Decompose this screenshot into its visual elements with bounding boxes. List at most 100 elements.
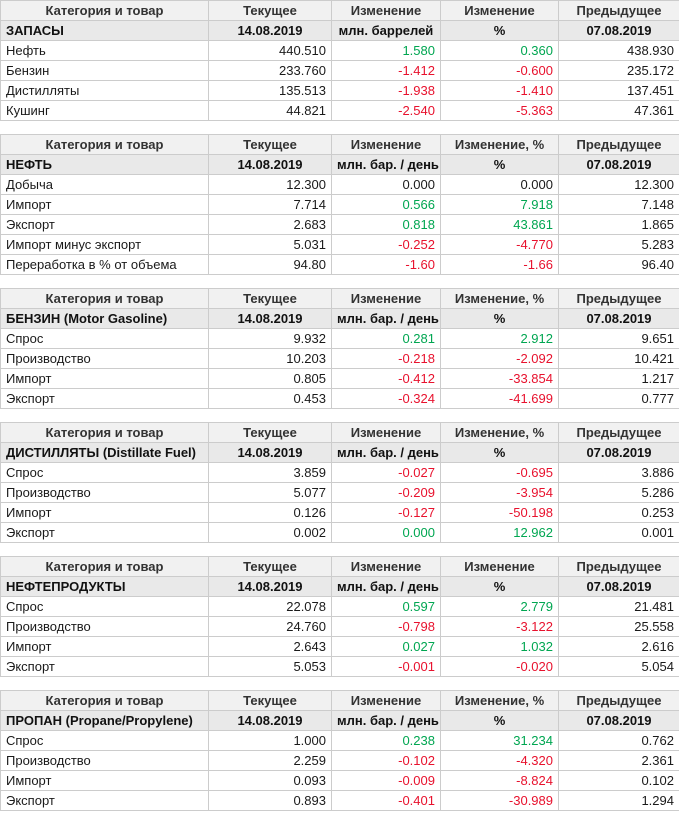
subheader-row: НЕФТЕПРОДУКТЫ 14.08.2019 млн. бар. / ден… (0, 576, 679, 597)
column-header-change-pct: Изменение, % (440, 288, 559, 309)
current-date: 14.08.2019 (208, 710, 332, 731)
change-cell: -0.102 (331, 750, 441, 771)
table-row: Импорт минус экспорт 5.031 -0.252 -4.770… (0, 234, 679, 255)
current-cell: 0.453 (208, 388, 332, 409)
category-cell: Импорт (0, 502, 209, 523)
previous-cell: 0.253 (558, 502, 679, 523)
column-header-change-pct: Изменение (440, 556, 559, 577)
table-row: Спрос 3.859 -0.027 -0.695 3.886 (0, 462, 679, 483)
header-row: Категория и товар Текущее Изменение Изме… (0, 134, 679, 155)
crude-oil-table: Категория и товар Текущее Изменение Изме… (0, 134, 679, 275)
column-header-category: Категория и товар (0, 556, 209, 577)
category-cell: Экспорт (0, 388, 209, 409)
column-header-change-pct: Изменение (440, 0, 559, 21)
current-cell: 5.077 (208, 482, 332, 503)
previous-cell: 5.286 (558, 482, 679, 503)
change-units: млн. бар. / день (331, 442, 441, 463)
category-cell: Производство (0, 750, 209, 771)
column-header-change: Изменение (331, 288, 441, 309)
section-title: НЕФТЬ (0, 154, 209, 175)
column-header-current: Текущее (208, 134, 332, 155)
change-pct-cell: -3.954 (440, 482, 559, 503)
current-cell: 5.053 (208, 656, 332, 677)
column-header-current: Текущее (208, 288, 332, 309)
column-header-change-pct: Изменение, % (440, 134, 559, 155)
change-pct-cell: -3.122 (440, 616, 559, 637)
previous-cell: 235.172 (558, 60, 679, 81)
column-header-previous: Предыдущее (558, 288, 679, 309)
subheader-row: ЗАПАСЫ 14.08.2019 млн. баррелей % 07.08.… (0, 20, 679, 41)
table-row: Производство 5.077 -0.209 -3.954 5.286 (0, 482, 679, 503)
change-pct-cell: -1.410 (440, 80, 559, 101)
oil-statistics-report: Категория и товар Текущее Изменение Изме… (0, 0, 679, 811)
category-cell: Переработка в % от объема (0, 254, 209, 275)
current-cell: 0.093 (208, 770, 332, 791)
category-cell: Импорт (0, 368, 209, 389)
column-header-category: Категория и товар (0, 288, 209, 309)
current-cell: 0.126 (208, 502, 332, 523)
change-cell: 0.027 (331, 636, 441, 657)
current-cell: 0.002 (208, 522, 332, 543)
change-cell: -0.324 (331, 388, 441, 409)
change-pct-cell: 1.032 (440, 636, 559, 657)
change-pct-cell: 0.360 (440, 40, 559, 61)
section-title: ПРОПАН (Propane/Propylene) (0, 710, 209, 731)
column-header-previous: Предыдущее (558, 690, 679, 711)
current-cell: 233.760 (208, 60, 332, 81)
change-cell: -0.401 (331, 790, 441, 811)
header-row: Категория и товар Текущее Изменение Изме… (0, 690, 679, 711)
change-cell: -0.127 (331, 502, 441, 523)
change-pct-cell: -2.092 (440, 348, 559, 369)
change-cell: -0.798 (331, 616, 441, 637)
category-cell: Экспорт (0, 656, 209, 677)
change-pct-cell: 7.918 (440, 194, 559, 215)
section-title: НЕФТЕПРОДУКТЫ (0, 576, 209, 597)
category-cell: Нефть (0, 40, 209, 61)
previous-date: 07.08.2019 (558, 308, 679, 329)
category-cell: Добыча (0, 174, 209, 195)
change-cell: 0.566 (331, 194, 441, 215)
table-row: Экспорт 0.893 -0.401 -30.989 1.294 (0, 790, 679, 811)
category-cell: Производство (0, 482, 209, 503)
change-units: млн. бар. / день (331, 576, 441, 597)
current-cell: 94.80 (208, 254, 332, 275)
category-cell: Кушинг (0, 100, 209, 121)
category-cell: Спрос (0, 462, 209, 483)
category-cell: Производство (0, 616, 209, 637)
change-pct-cell: 0.000 (440, 174, 559, 195)
change-pct-cell: -0.020 (440, 656, 559, 677)
previous-cell: 3.886 (558, 462, 679, 483)
category-cell: Экспорт (0, 790, 209, 811)
column-header-category: Категория и товар (0, 0, 209, 21)
column-header-current: Текущее (208, 690, 332, 711)
column-header-change: Изменение (331, 556, 441, 577)
table-row: Спрос 1.000 0.238 31.234 0.762 (0, 730, 679, 751)
change-cell: 0.238 (331, 730, 441, 751)
change-cell: 0.281 (331, 328, 441, 349)
percent-units: % (440, 20, 559, 41)
current-cell: 7.714 (208, 194, 332, 215)
table-row: Переработка в % от объема 94.80 -1.60 -1… (0, 254, 679, 275)
previous-cell: 25.558 (558, 616, 679, 637)
change-pct-cell: 2.912 (440, 328, 559, 349)
table-row: Импорт 7.714 0.566 7.918 7.148 (0, 194, 679, 215)
change-pct-cell: -4.770 (440, 234, 559, 255)
percent-units: % (440, 710, 559, 731)
category-cell: Производство (0, 348, 209, 369)
change-pct-cell: -5.363 (440, 100, 559, 121)
table-row: Импорт 2.643 0.027 1.032 2.616 (0, 636, 679, 657)
change-cell: -1.60 (331, 254, 441, 275)
column-header-previous: Предыдущее (558, 556, 679, 577)
change-pct-cell: -4.320 (440, 750, 559, 771)
current-cell: 22.078 (208, 596, 332, 617)
previous-cell: 9.651 (558, 328, 679, 349)
change-pct-cell: -41.699 (440, 388, 559, 409)
previous-cell: 0.762 (558, 730, 679, 751)
table-row: Спрос 9.932 0.281 2.912 9.651 (0, 328, 679, 349)
current-cell: 10.203 (208, 348, 332, 369)
table-row: Экспорт 0.453 -0.324 -41.699 0.777 (0, 388, 679, 409)
current-date: 14.08.2019 (208, 576, 332, 597)
change-pct-cell: 31.234 (440, 730, 559, 751)
change-units: млн. баррелей (331, 20, 441, 41)
category-cell: Дистилляты (0, 80, 209, 101)
